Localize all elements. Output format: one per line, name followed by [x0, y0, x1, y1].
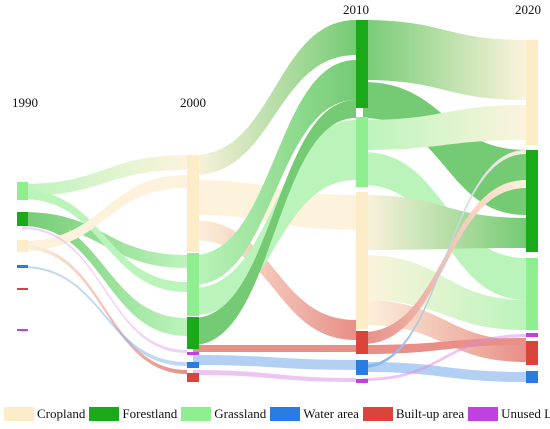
legend-item-cropland: Cropland	[4, 406, 85, 422]
flows-2000-2010	[193, 20, 356, 382]
legend-item-forestland: Forestland	[89, 406, 177, 422]
flows-1990-2000	[22, 155, 187, 374]
year-label-1990: 1990	[12, 95, 38, 110]
legend-label-forestland: Forestland	[122, 406, 178, 421]
flow-band	[22, 227, 187, 353]
legend-swatch-builtup	[362, 407, 393, 421]
flow-band	[363, 334, 526, 381]
flow-band	[193, 370, 356, 382]
legend-item-grassland: Grassland	[181, 406, 266, 422]
year-label-2000: 2000	[180, 95, 206, 110]
flow-band	[363, 180, 526, 344]
flows-2010-2020	[363, 20, 526, 382]
legend-item-water: Water area	[270, 406, 359, 422]
node-2000-builtup	[187, 373, 199, 382]
flow-band	[363, 255, 526, 330]
node-2020-grassland	[526, 258, 538, 330]
flow-band	[363, 300, 526, 362]
legend-swatch-unused	[468, 407, 499, 421]
flow-band	[22, 190, 187, 292]
flow-band	[22, 155, 187, 196]
flow-band	[363, 20, 526, 100]
node-2000-water	[187, 362, 199, 368]
flow-band	[193, 355, 356, 370]
year-label-2020: 2020	[515, 2, 541, 17]
node-1990-grassland	[17, 182, 28, 200]
legend-swatch-water	[270, 407, 301, 421]
legend-label-builtup: Built-up area	[395, 406, 465, 421]
node-2000-unused	[187, 352, 199, 355]
node-2020-cropland	[526, 40, 538, 145]
flow-band	[363, 150, 526, 368]
legend: Cropland Forestland Grassland Water area…	[4, 404, 550, 424]
flow-band	[193, 20, 356, 175]
node-2020-forestland	[526, 150, 538, 252]
node-1990-water	[17, 265, 28, 268]
node-2020-builtup	[526, 341, 538, 365]
legend-item-unused: Unused Land	[468, 406, 550, 422]
nodes-1990	[17, 182, 28, 331]
flow-band	[363, 105, 526, 150]
node-1990-unused	[17, 329, 28, 331]
node-2010-forestland	[356, 20, 368, 108]
legend-label-grassland: Grassland	[214, 406, 267, 421]
node-2010-water	[356, 360, 368, 375]
flow-band	[193, 100, 356, 345]
flow-band	[363, 195, 526, 250]
node-2010-cropland	[356, 192, 368, 329]
legend-label-unused: Unused Land	[501, 406, 550, 421]
flow-band	[193, 345, 356, 352]
node-2000-cropland	[187, 155, 199, 252]
flow-band	[363, 338, 526, 354]
flow-band	[22, 245, 187, 374]
flow-band	[22, 266, 187, 366]
node-1990-builtup	[17, 288, 28, 290]
node-2010-builtup	[356, 331, 368, 354]
flow-band	[22, 216, 187, 336]
flow-band	[363, 82, 526, 215]
flow-band	[193, 60, 356, 285]
node-2020-unused	[526, 333, 538, 337]
nodes-2010	[356, 20, 368, 383]
legend-item-builtup: Built-up area	[362, 406, 465, 422]
flow-band	[363, 362, 526, 382]
node-2000-forestland	[187, 317, 199, 349]
nodes-2020	[526, 40, 538, 383]
node-2010-unused	[356, 379, 368, 383]
node-2000-grassland	[187, 253, 199, 316]
legend-label-cropland: Cropland	[37, 406, 86, 421]
legend-label-water: Water area	[303, 406, 359, 421]
node-2010-grassland	[356, 117, 368, 187]
node-1990-cropland	[17, 240, 28, 252]
legend-swatch-forestland	[89, 407, 120, 421]
flow-band	[22, 175, 187, 251]
year-label-2010: 2010	[343, 2, 369, 17]
node-1990-forestland	[17, 212, 28, 226]
legend-swatch-grassland	[181, 407, 212, 421]
nodes-2000	[187, 155, 199, 382]
node-2020-water	[526, 371, 538, 383]
legend-swatch-cropland	[4, 407, 34, 421]
